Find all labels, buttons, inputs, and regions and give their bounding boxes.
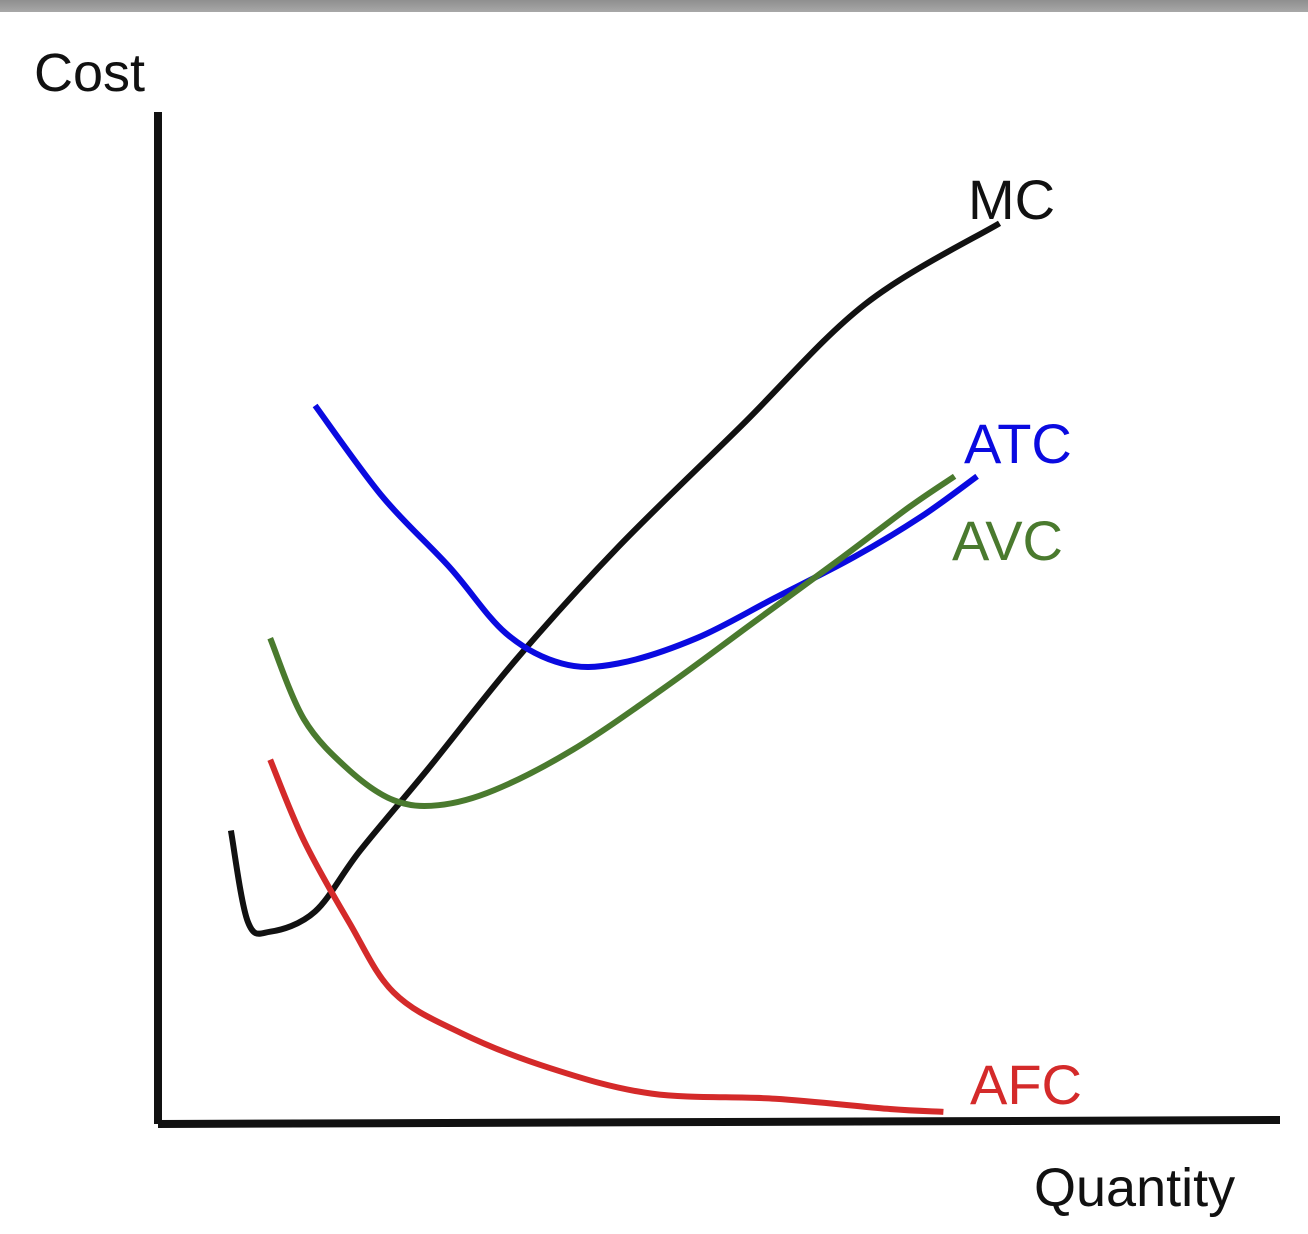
series-label-mc: MC (968, 168, 1055, 231)
x-axis-line (157, 1116, 1281, 1128)
y-axis-label: Cost (34, 43, 145, 103)
x-axis-label: Quantity (1034, 1158, 1235, 1218)
series-label-afc: AFC (970, 1053, 1082, 1116)
series-line-avc (267, 473, 957, 809)
top-border (0, 0, 1308, 12)
series-label-atc: ATC (964, 412, 1072, 475)
series-label-avc: AVC (952, 509, 1063, 572)
curves-layer (227, 220, 1002, 1115)
series-line-atc (312, 403, 979, 671)
series-line-mc (227, 220, 1002, 937)
series-line-afc (267, 758, 944, 1115)
